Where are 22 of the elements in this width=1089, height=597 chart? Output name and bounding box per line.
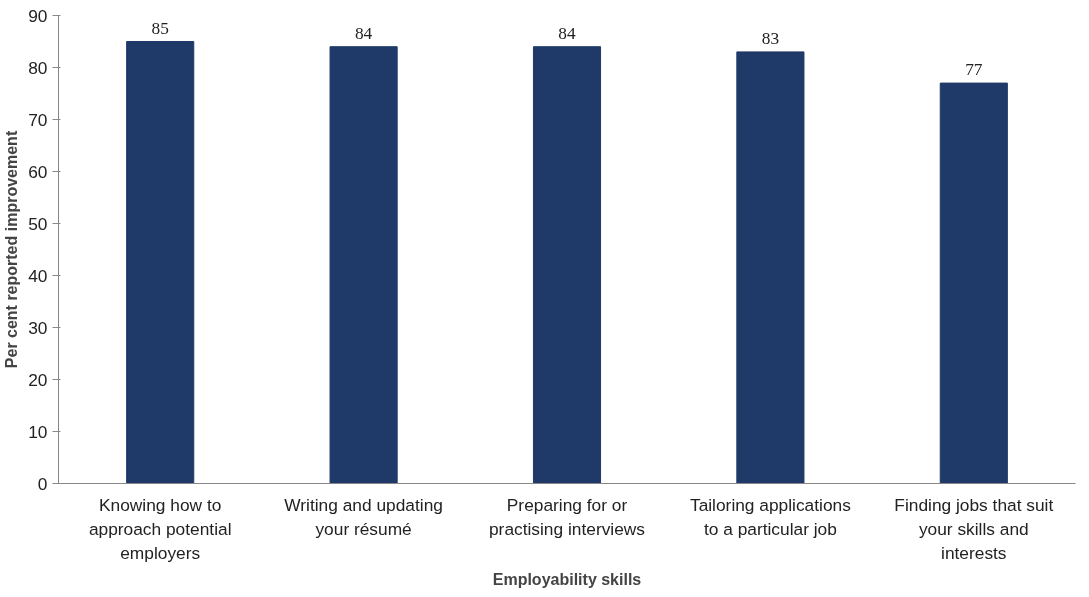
data-label: 85	[151, 18, 169, 38]
x-tick-label: Finding jobs that suit your skills and interests	[894, 494, 1054, 563]
data-label: 77	[965, 60, 983, 80]
y-tick-label: 20	[28, 369, 48, 390]
x-tick-label: Knowing how to approach potential employers	[88, 494, 232, 563]
x-tick-label: Writing and updating your résumé	[284, 494, 443, 539]
x-tick-label: Preparing for or practising interviews	[488, 494, 646, 539]
data-label: 84	[354, 23, 373, 43]
y-tick-label: 10	[28, 421, 48, 442]
y-tick-label: 0	[37, 473, 48, 494]
y-tick-label: 90	[28, 5, 48, 26]
data-label: 83	[761, 28, 780, 48]
y-axis-title: Per cent reported improvement	[3, 130, 21, 369]
y-tick-label: 30	[28, 317, 48, 338]
x-tick-label: Tailoring applications to a particular job	[689, 494, 852, 539]
y-tick-label: 60	[28, 161, 48, 182]
y-tick-label: 80	[28, 57, 48, 78]
y-tick-label: 70	[28, 109, 48, 130]
y-tick-label: 40	[28, 265, 48, 286]
x-axis-title: Employability skills	[492, 570, 642, 588]
y-tick-label: 50	[28, 213, 48, 234]
data-label: 84	[558, 23, 576, 43]
